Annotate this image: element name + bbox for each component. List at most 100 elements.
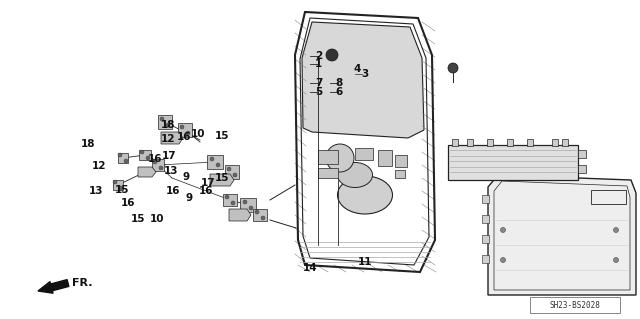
Text: 13: 13 [164, 166, 178, 176]
Circle shape [113, 180, 117, 184]
Circle shape [326, 144, 354, 172]
Circle shape [227, 167, 231, 171]
Bar [240, 198, 256, 212]
Bar [507, 139, 513, 146]
Bar [467, 139, 473, 146]
Circle shape [140, 150, 144, 154]
Text: FR.: FR. [72, 278, 93, 288]
Circle shape [166, 123, 170, 127]
Text: 9: 9 [185, 193, 193, 203]
Text: 17: 17 [201, 178, 215, 189]
Bar [113, 180, 123, 190]
Text: 14: 14 [303, 263, 317, 273]
Bar [487, 139, 493, 146]
Text: 15: 15 [131, 213, 145, 224]
Text: 12: 12 [161, 134, 175, 144]
Text: 10: 10 [191, 129, 205, 139]
Circle shape [160, 117, 164, 121]
Ellipse shape [337, 162, 372, 188]
Bar [318, 168, 338, 178]
Bar [552, 139, 558, 146]
Circle shape [249, 206, 253, 210]
Text: 16: 16 [148, 154, 162, 165]
Polygon shape [138, 167, 156, 177]
Circle shape [614, 227, 618, 233]
Bar [223, 194, 237, 206]
Circle shape [216, 163, 220, 167]
Circle shape [231, 201, 235, 205]
Bar [395, 170, 405, 178]
Polygon shape [229, 209, 251, 221]
Text: 1: 1 [315, 59, 323, 69]
Bar [448, 145, 578, 180]
Bar [591, 190, 626, 204]
Bar [452, 139, 458, 146]
Text: 16: 16 [199, 186, 213, 197]
Circle shape [255, 210, 259, 214]
Circle shape [233, 173, 237, 177]
Polygon shape [302, 22, 424, 138]
Circle shape [180, 125, 184, 129]
Bar [578, 165, 586, 173]
Polygon shape [210, 174, 234, 186]
Circle shape [159, 166, 163, 170]
Circle shape [153, 160, 157, 164]
Bar [378, 150, 392, 166]
Text: 16: 16 [177, 131, 191, 142]
Circle shape [500, 257, 506, 263]
Text: 5: 5 [315, 87, 323, 97]
Circle shape [186, 131, 190, 135]
Text: 2: 2 [315, 51, 323, 61]
Bar [152, 159, 164, 171]
FancyArrow shape [38, 280, 69, 293]
Circle shape [261, 216, 265, 220]
Bar [355, 148, 373, 160]
Text: 15: 15 [215, 173, 229, 183]
Text: 7: 7 [315, 78, 323, 88]
Circle shape [243, 200, 247, 204]
Text: 6: 6 [335, 87, 343, 97]
Bar [158, 115, 172, 129]
Circle shape [500, 227, 506, 233]
Text: 13: 13 [89, 186, 103, 197]
Bar [482, 255, 489, 263]
Bar [225, 165, 239, 179]
Bar [482, 195, 489, 203]
Bar [118, 153, 128, 163]
Text: 4: 4 [353, 63, 361, 74]
Bar [253, 209, 267, 221]
Text: 12: 12 [92, 161, 106, 171]
Ellipse shape [337, 176, 392, 214]
Bar [530, 297, 620, 313]
Bar [395, 155, 407, 167]
Circle shape [118, 153, 122, 157]
Text: 15: 15 [115, 185, 129, 195]
Text: 15: 15 [215, 131, 229, 141]
Text: SH23-BS2028: SH23-BS2028 [550, 300, 600, 309]
Text: 11: 11 [358, 256, 372, 267]
Bar [482, 215, 489, 223]
Bar [527, 139, 533, 146]
Circle shape [326, 49, 338, 61]
Circle shape [146, 156, 150, 160]
Bar [578, 150, 586, 158]
Polygon shape [488, 175, 636, 295]
Circle shape [448, 63, 458, 73]
Circle shape [119, 186, 123, 190]
Bar [178, 123, 192, 137]
Polygon shape [161, 132, 183, 144]
Bar [318, 150, 338, 164]
Circle shape [210, 157, 214, 161]
Text: 17: 17 [162, 151, 176, 161]
Text: 18: 18 [161, 120, 175, 130]
Bar [207, 155, 223, 169]
Bar [139, 150, 151, 160]
Text: 16: 16 [166, 186, 180, 197]
Bar [482, 235, 489, 243]
Text: 18: 18 [81, 138, 95, 149]
Text: 9: 9 [182, 172, 189, 182]
Text: 10: 10 [150, 213, 164, 224]
Bar [562, 139, 568, 146]
Circle shape [124, 159, 128, 163]
Text: 8: 8 [335, 78, 343, 88]
